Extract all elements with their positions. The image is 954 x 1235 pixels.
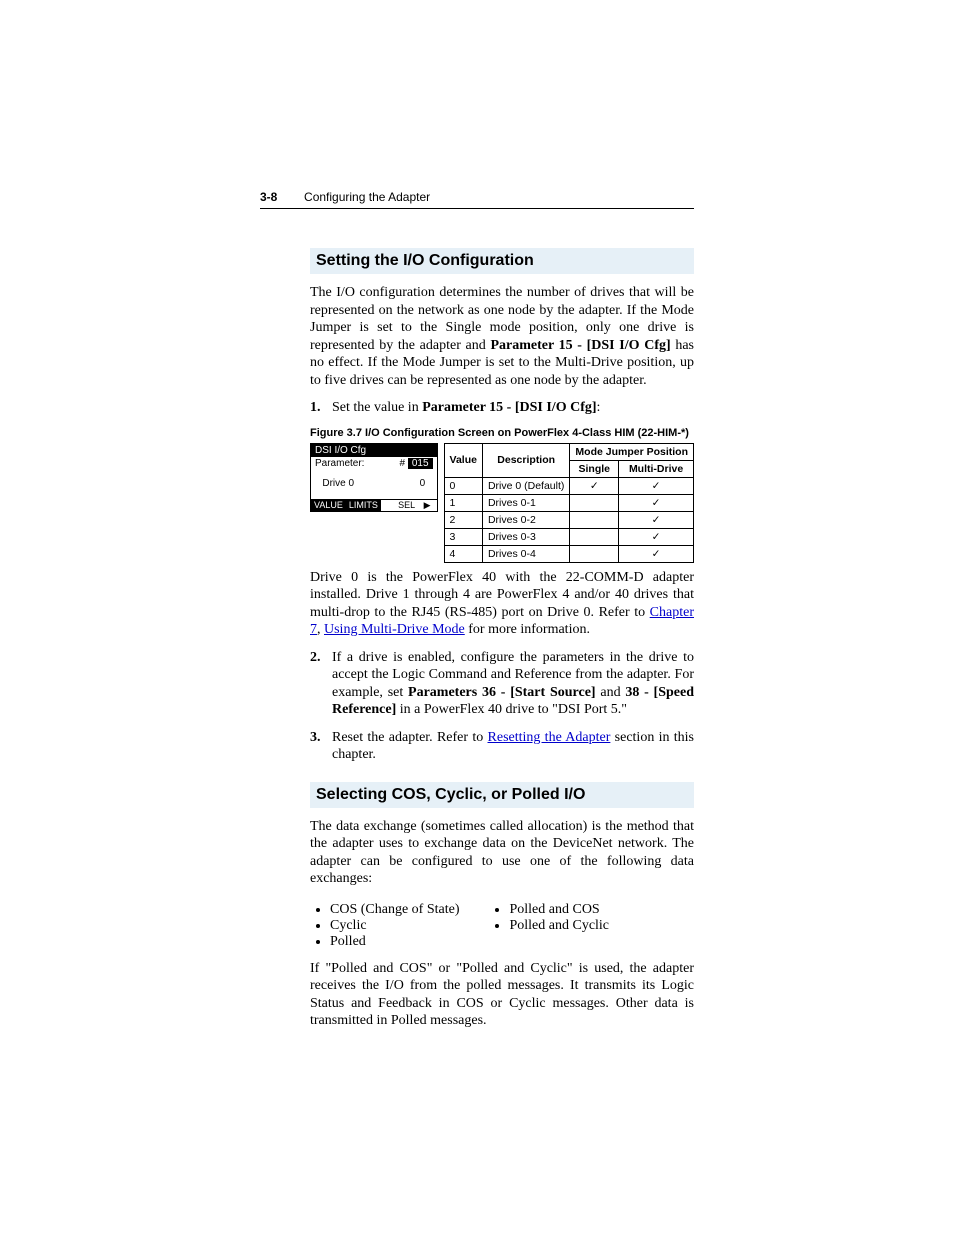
him-value-num: 0: [385, 478, 425, 489]
text: and: [596, 685, 626, 700]
him-param-number: 015: [408, 458, 433, 469]
page-content: Setting the I/O Configuration The I/O co…: [310, 230, 694, 1040]
cos-closing-paragraph: If "Polled and COS" or "Polled and Cycli…: [310, 960, 694, 1030]
cell: Drives 0-1: [482, 494, 569, 511]
table-row: 1 Drives 0-1 ✓: [444, 494, 693, 511]
cell: Drives 0-3: [482, 528, 569, 545]
list-item: Polled and COS: [509, 902, 609, 918]
him-value-row: Drive 0 0: [311, 470, 437, 499]
cell-check: ✓: [619, 528, 694, 545]
step-number: 1.: [310, 399, 321, 417]
cell-check: ✓: [619, 511, 694, 528]
cos-intro-paragraph: The data exchange (sometimes called allo…: [310, 818, 694, 888]
steps-list: 1. Set the value in Parameter 15 - [DSI …: [310, 399, 694, 417]
him-right: # 015: [399, 458, 432, 469]
text: :: [597, 400, 601, 415]
table-row: 0 Drive 0 (Default) ✓ ✓: [444, 477, 693, 494]
col-value: Value: [444, 443, 482, 477]
cell-check: ✓: [619, 477, 694, 494]
cell: 0: [444, 477, 482, 494]
list-item: COS (Change of State): [330, 902, 459, 918]
table-row: 2 Drives 0-2 ✓: [444, 511, 693, 528]
text: Drive 0 is the PowerFlex 40 with the 22-…: [310, 570, 694, 620]
cell: 4: [444, 545, 482, 562]
cell: Drives 0-2: [482, 511, 569, 528]
text-bold: Parameters 36 - [Start Source]: [408, 685, 596, 700]
chapter-title: Configuring the Adapter: [304, 190, 430, 204]
text: ,: [317, 622, 324, 637]
col-description: Description: [482, 443, 569, 477]
figure-row: DSI I/O Cfg Parameter: # 015 Drive 0 0 V…: [310, 443, 694, 563]
intro-paragraph: The I/O configuration determines the num…: [310, 284, 694, 389]
col-single: Single: [570, 460, 619, 477]
list-item: Polled and Cyclic: [509, 918, 609, 934]
bullet-columns: COS (Change of State) Cyclic Polled Poll…: [310, 898, 694, 954]
him-param-row: Parameter: # 015: [311, 457, 437, 470]
cell: Drive 0 (Default): [482, 477, 569, 494]
step-2: 2. If a drive is enabled, configure the …: [310, 649, 694, 719]
text-bold: Parameter 15 - [DSI I/O Cfg]: [490, 338, 670, 353]
cell-check: [570, 511, 619, 528]
table-row: 3 Drives 0-3 ✓: [444, 528, 693, 545]
cell-check: ✓: [619, 545, 694, 562]
him-title: DSI I/O Cfg: [311, 444, 437, 457]
him-softkeys: VALUE LIMITS SEL ▶: [311, 499, 437, 511]
table-header-row: Value Description Mode Jumper Position: [444, 443, 693, 460]
him-hash: #: [399, 458, 405, 469]
step-3: 3. Reset the adapter. Refer to Resetting…: [310, 729, 694, 764]
him-screen: DSI I/O Cfg Parameter: # 015 Drive 0 0 V…: [310, 443, 438, 512]
page-number: 3-8: [260, 190, 277, 204]
header-rule: [260, 208, 694, 209]
cell: 1: [444, 494, 482, 511]
text-bold: Parameter 15 - [DSI I/O Cfg]: [422, 400, 596, 415]
bullet-list-left: COS (Change of State) Cyclic Polled: [310, 902, 459, 950]
list-item: Cyclic: [330, 918, 459, 934]
cell-check: ✓: [619, 494, 694, 511]
cell-check: [570, 494, 619, 511]
cell-check: [570, 528, 619, 545]
cell: 3: [444, 528, 482, 545]
triangle-right-icon: ▶: [421, 500, 434, 510]
step-1: 1. Set the value in Parameter 15 - [DSI …: [310, 399, 694, 417]
page: 3-8 Configuring the Adapter Setting the …: [0, 0, 954, 1235]
section-heading-cos: Selecting COS, Cyclic, or Polled I/O: [310, 782, 694, 808]
link-resetting-adapter[interactable]: Resetting the Adapter: [488, 730, 611, 745]
him-softkey-limits: LIMITS: [346, 500, 381, 511]
after-table-paragraph: Drive 0 is the PowerFlex 40 with the 22-…: [310, 569, 694, 639]
col-multi: Multi-Drive: [619, 460, 694, 477]
him-value-name: Drive 0: [322, 478, 382, 489]
cell-check: [570, 545, 619, 562]
col-mode-jumper: Mode Jumper Position: [570, 443, 694, 460]
step-number: 3.: [310, 729, 321, 747]
cell: Drives 0-4: [482, 545, 569, 562]
io-config-table: Value Description Mode Jumper Position S…: [444, 443, 694, 563]
text: Reset the adapter. Refer to: [332, 730, 488, 745]
steps-list-cont: 2. If a drive is enabled, configure the …: [310, 649, 694, 764]
him-softkey-value: VALUE: [311, 500, 346, 511]
step-number: 2.: [310, 649, 321, 667]
him-softkey-sel: SEL ▶: [392, 500, 436, 511]
list-item: Polled: [330, 934, 459, 950]
text: Set the value in: [332, 400, 422, 415]
section-heading-io-config: Setting the I/O Configuration: [310, 248, 694, 274]
page-header: 3-8 Configuring the Adapter: [260, 190, 694, 204]
text: in a PowerFlex 40 drive to "DSI Port 5.": [396, 702, 627, 717]
bullet-list-right: Polled and COS Polled and Cyclic: [489, 902, 609, 950]
him-label: Parameter:: [315, 458, 364, 469]
figure-caption: Figure 3.7 I/O Configuration Screen on P…: [310, 427, 694, 439]
cell: 2: [444, 511, 482, 528]
cell-check: ✓: [570, 477, 619, 494]
table-row: 4 Drives 0-4 ✓: [444, 545, 693, 562]
link-multi-drive-mode[interactable]: Using Multi-Drive Mode: [324, 622, 465, 637]
text: for more information.: [465, 622, 590, 637]
